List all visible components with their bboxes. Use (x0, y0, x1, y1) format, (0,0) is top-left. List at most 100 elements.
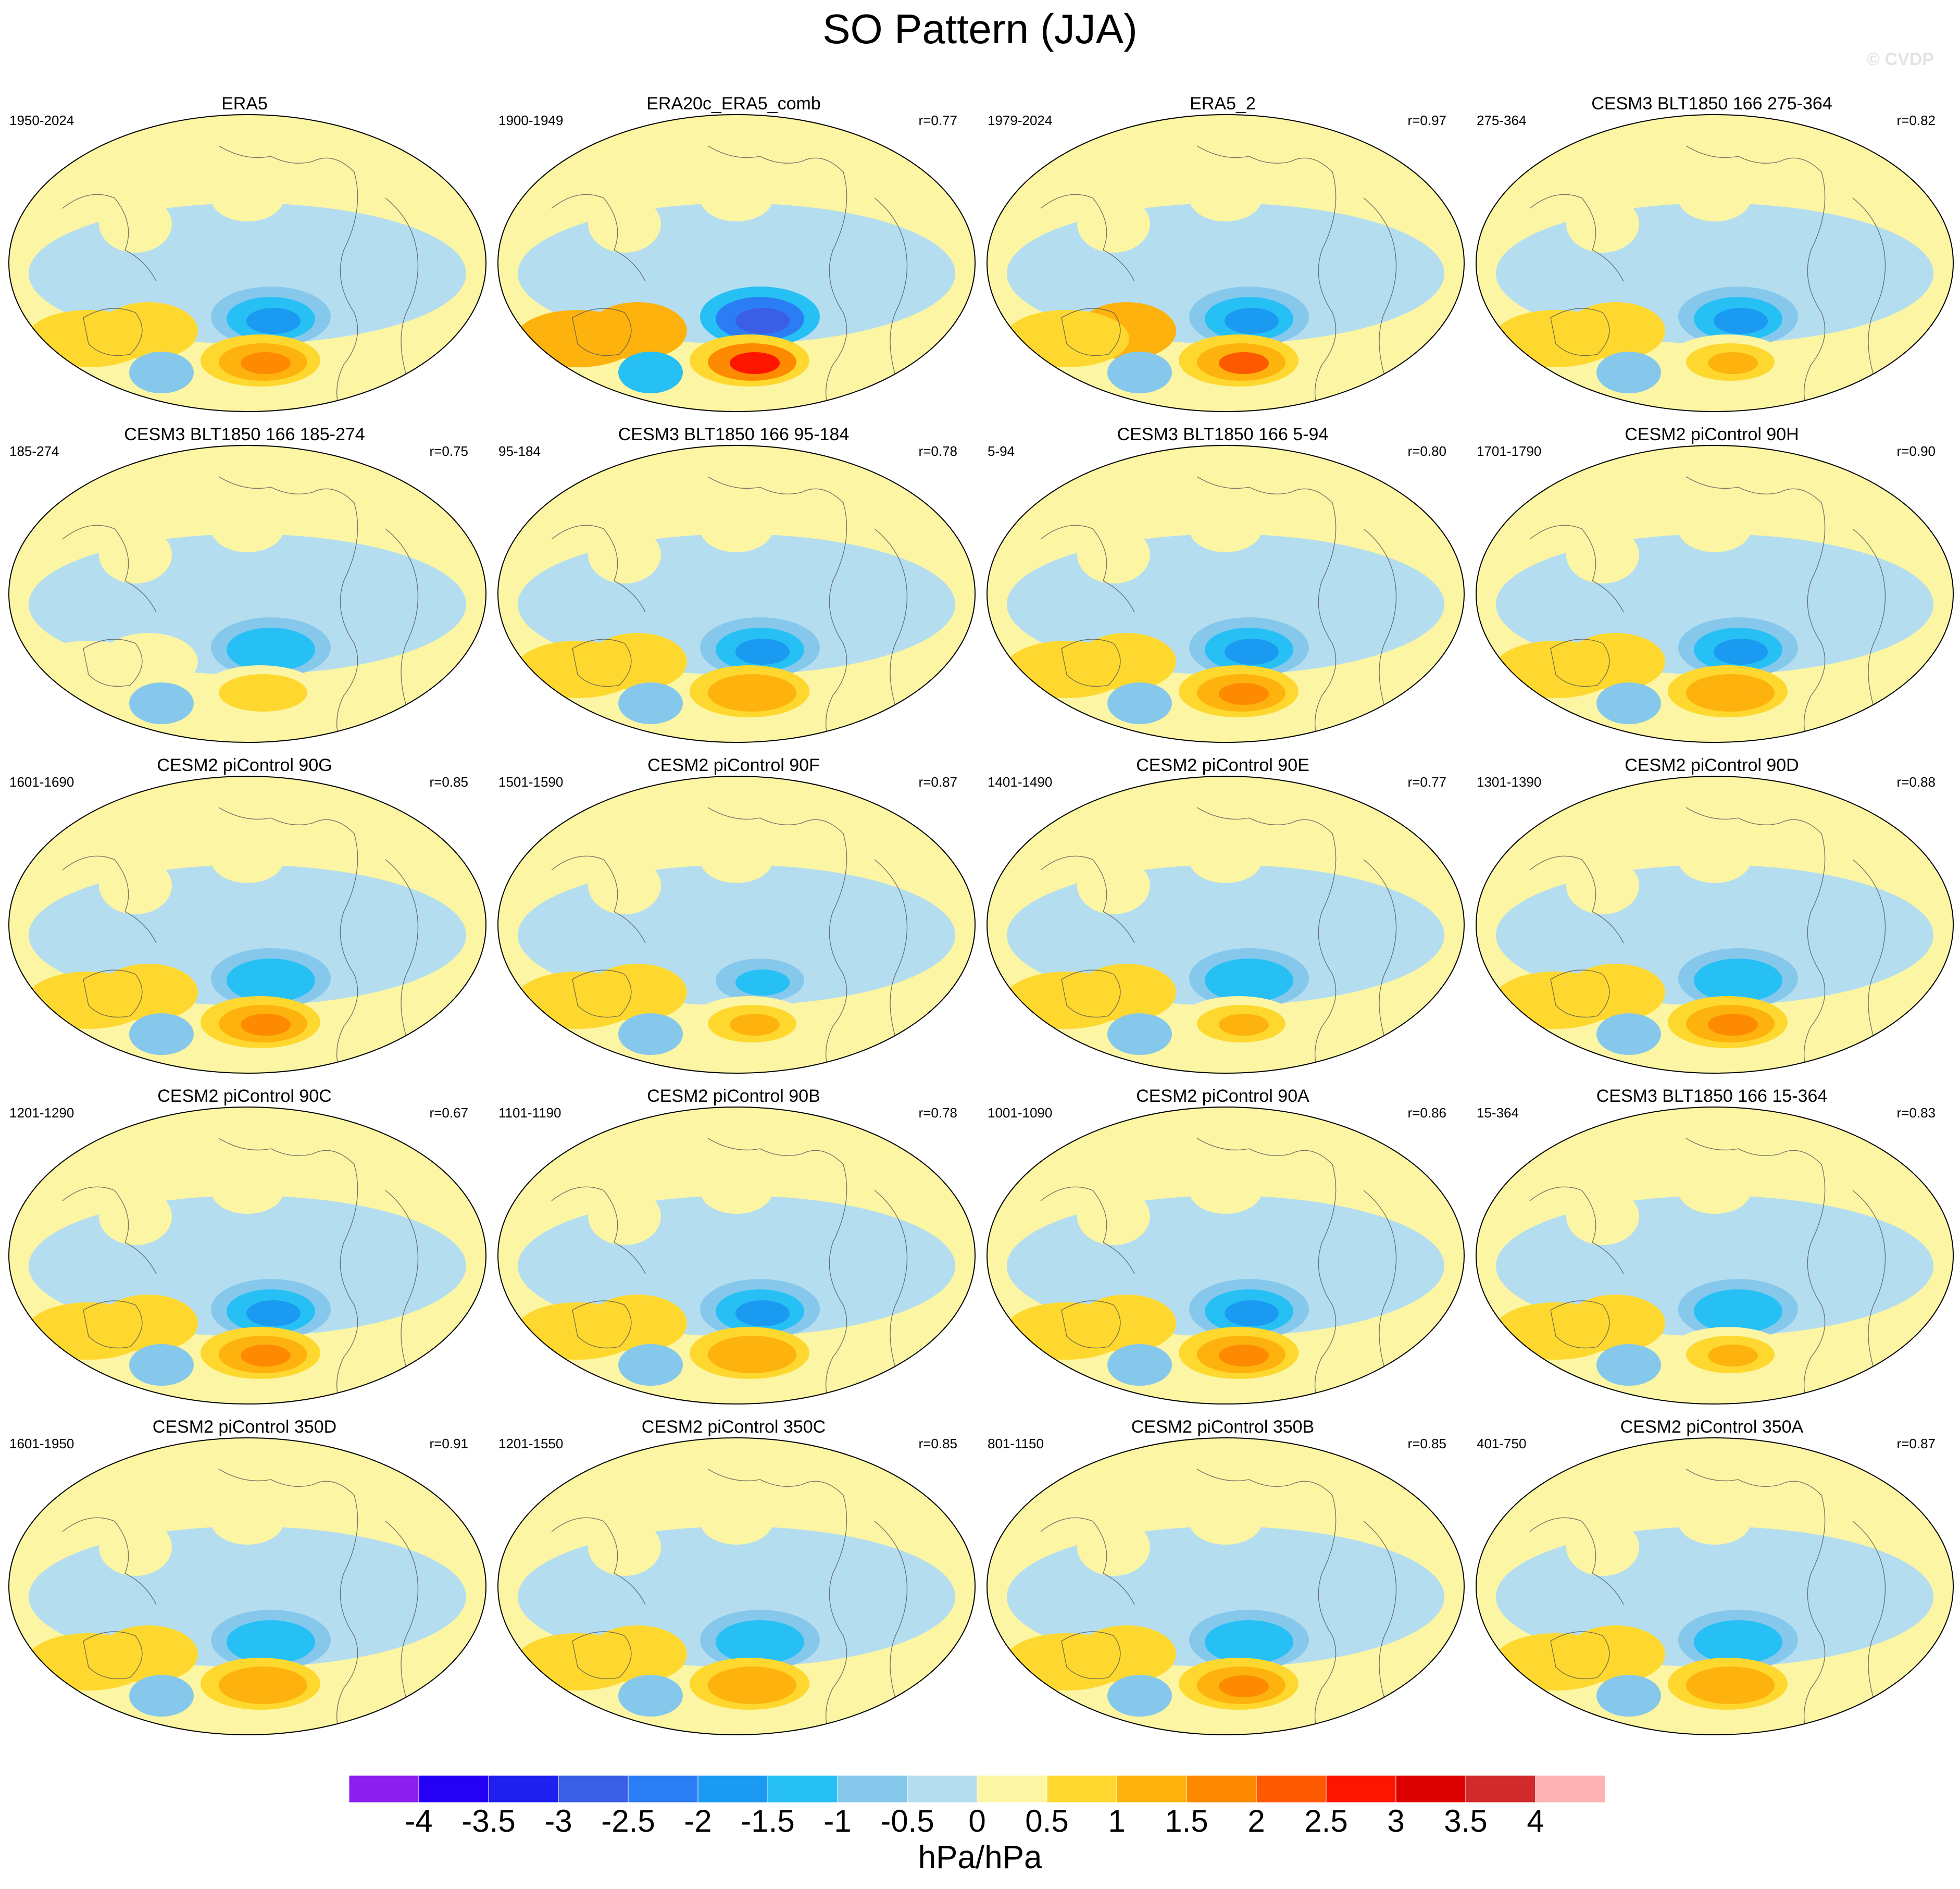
panel-correlation: r=0.85 (429, 774, 468, 790)
coastline (83, 639, 143, 687)
coastline (874, 197, 908, 376)
contour-region (1219, 1345, 1269, 1366)
colorbar-tick-label: -3 (544, 1804, 572, 1835)
coastline (572, 308, 632, 356)
coastline (572, 970, 632, 1018)
contour-region (588, 857, 661, 914)
panel-title: ERA5 (221, 94, 268, 114)
coastline (1196, 145, 1337, 407)
map-border (987, 776, 1465, 1074)
map-panel: CESM3 BLT1850 166 95-184 95-184 r=0.78 (489, 425, 978, 755)
colorbar-tick-label: 1 (1108, 1804, 1125, 1835)
coastline (385, 1521, 419, 1699)
panel-correlation: r=0.87 (1896, 1436, 1936, 1451)
map-svg (8, 776, 486, 1074)
coastline (1061, 970, 1121, 1018)
panel-correlation: r=0.90 (1896, 443, 1936, 459)
map-svg (497, 776, 976, 1074)
coastline (385, 859, 419, 1037)
panel-years: 1701-1790 (1477, 443, 1542, 459)
contour-region (515, 972, 640, 1029)
map-border (497, 1437, 976, 1735)
coastline (1040, 1517, 1135, 1605)
contour-region (1077, 526, 1150, 583)
coastline (1040, 1186, 1135, 1274)
contour-region (26, 972, 151, 1029)
contour-region (241, 1675, 291, 1697)
panel-title: CESM2 piControl 90E (1136, 755, 1309, 775)
contour-region (730, 1345, 780, 1366)
map-panel: CESM3 BLT1850 166 185-274 185-274 r=0.75 (0, 425, 489, 755)
contour-region (1077, 1519, 1150, 1576)
coastline (1529, 194, 1624, 282)
coastline (551, 855, 646, 943)
panel-years: 5-94 (988, 443, 1015, 459)
contour-region (735, 639, 790, 665)
contour-region (618, 1675, 683, 1717)
contour-region (1107, 682, 1172, 724)
contour-region (1714, 639, 1768, 665)
contour-region (515, 1302, 640, 1360)
panel-years: 1601-1690 (9, 774, 74, 790)
panel-title: CESM2 piControl 350D (152, 1417, 337, 1437)
contour-region (1596, 352, 1661, 393)
contour-region (241, 352, 291, 374)
contour-region (588, 195, 661, 253)
coastline (1686, 1138, 1826, 1399)
coastline (1061, 1631, 1121, 1680)
coastline (1196, 1138, 1337, 1399)
contour-region (1596, 1344, 1661, 1386)
coastline (874, 528, 908, 706)
coastline (1529, 1517, 1624, 1605)
panel-title: CESM2 piControl 90B (647, 1086, 820, 1106)
coastline (83, 308, 143, 356)
panel-years: 1201-1290 (9, 1105, 74, 1121)
coastline (385, 197, 419, 376)
map-panel: CESM3 BLT1850 166 5-94 5-94 r=0.80 (978, 425, 1467, 755)
map-panel: CESM3 BLT1850 166 15-364 15-364 r=0.83 (1467, 1086, 1956, 1416)
colorbar-swatch (488, 1775, 559, 1803)
contour-region (618, 682, 683, 724)
map-border (8, 776, 486, 1074)
colorbar: -4 -3.5 -3 -2.5 -2 -1.5 -1 -0.5 0 0.5 1 1.5 2 2.5 3 3.5… (349, 1775, 1606, 1835)
panel-years: 1501-1590 (498, 774, 564, 790)
contour-region (735, 1300, 790, 1326)
map-panel: CESM2 piControl 90C 1201-1290 r=0.67 (0, 1086, 489, 1416)
coastline (572, 1300, 632, 1349)
contour-region (1714, 308, 1768, 334)
contour-region (211, 836, 284, 883)
panel-correlation: r=0.85 (1407, 1436, 1446, 1451)
coastline (572, 1631, 632, 1680)
contour-region (99, 1188, 172, 1245)
map-svg (8, 114, 486, 412)
contour-region (1189, 1498, 1262, 1545)
contour-region (129, 682, 194, 724)
contour-region (246, 1631, 301, 1657)
map-field (498, 776, 975, 1073)
contour-region (246, 1300, 301, 1326)
contour-region (735, 970, 790, 996)
contour-region (1225, 308, 1279, 334)
contour-region (1077, 1188, 1150, 1245)
contour-region (1189, 1167, 1262, 1214)
map-svg (497, 1107, 976, 1405)
coastline (707, 476, 847, 738)
map-border (1476, 1107, 1954, 1405)
colorbar-tick-label: -3.5 (461, 1804, 515, 1835)
map-panel: ERA5_2 1979-2024 r=0.97 (978, 94, 1467, 424)
contour-region (1219, 683, 1269, 705)
contour-region (1107, 1013, 1172, 1055)
colorbar-tick-label: -2.5 (601, 1804, 655, 1835)
panel-years: 1979-2024 (988, 113, 1053, 128)
contour-region (246, 308, 301, 334)
contour-region (700, 505, 773, 552)
contour-region (1566, 1188, 1639, 1245)
coastline (1040, 525, 1135, 613)
contour-region (241, 1014, 291, 1036)
contour-region (1225, 1631, 1279, 1657)
coastline (1196, 476, 1337, 738)
contour-region (129, 1344, 194, 1386)
map-field (9, 776, 486, 1073)
coastline (218, 476, 358, 738)
coastline (1852, 1190, 1886, 1368)
